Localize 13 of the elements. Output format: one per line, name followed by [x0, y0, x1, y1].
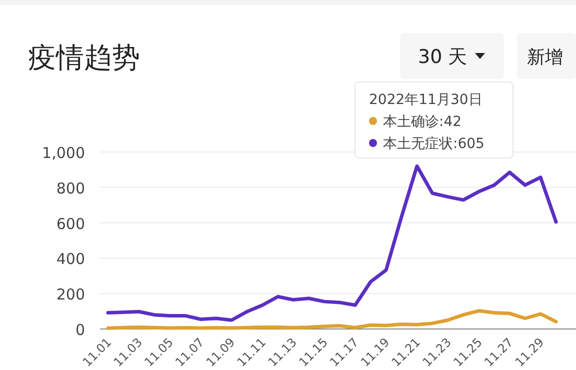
- y-tick-label: 400: [56, 250, 85, 268]
- y-tick-label: 200: [56, 286, 85, 304]
- y-tick-label: 800: [56, 179, 85, 198]
- y-tick-label: 1,000: [42, 144, 85, 162]
- control-new: 新增: [517, 33, 576, 79]
- annotation: 本土无症状:605: [383, 136, 484, 152]
- chart-title: 疫情趋势: [28, 41, 140, 74]
- y-tick-label: 600: [56, 214, 85, 233]
- line-series: [106, 164, 558, 322]
- line-series: [106, 309, 558, 330]
- control-range: 30 天: [400, 33, 504, 79]
- tooltip: 2022年11月30日 本土确诊:42 本土无症状:605: [354, 82, 514, 158]
- y-tick-label: 0: [75, 321, 85, 339]
